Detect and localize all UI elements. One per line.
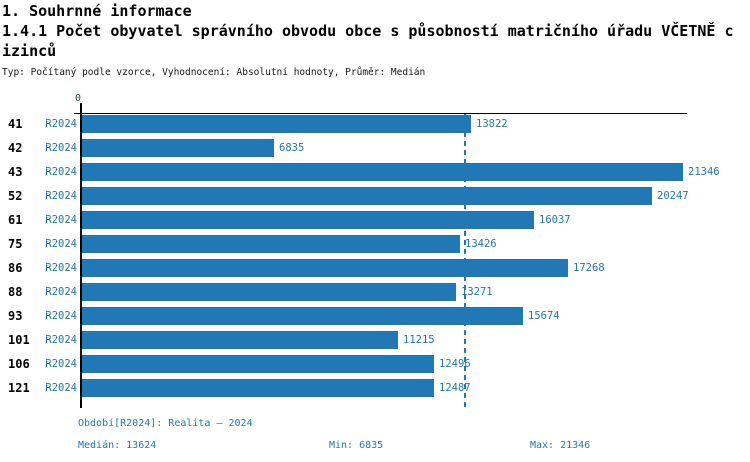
bar-value-label: 13271 <box>461 286 493 298</box>
bar <box>82 355 434 373</box>
category-label: 101 <box>8 333 30 347</box>
chart-row: 43 R2024 21346 <box>0 163 750 181</box>
category-label: 106 <box>8 357 30 371</box>
category-label: 93 <box>8 309 23 323</box>
x-axis-zero-tick-label: 0 <box>75 93 82 104</box>
series-label: R2024 <box>45 166 77 178</box>
chart-subtitle: Typ: Počítaný podle vzorce, Vyhodnocení:… <box>2 67 426 78</box>
y-axis-line <box>80 103 82 408</box>
series-label: R2024 <box>45 214 77 226</box>
bar-value-label: 21346 <box>688 166 720 178</box>
series-label: R2024 <box>45 262 77 274</box>
bar <box>82 211 534 229</box>
min-stat-label: Min: 6835 <box>329 440 384 451</box>
bar <box>82 283 456 301</box>
series-label: R2024 <box>45 286 77 298</box>
series-label: R2024 <box>45 190 77 202</box>
category-label: 121 <box>8 381 30 395</box>
bar <box>82 235 460 253</box>
chart-row: 61 R2024 16037 <box>0 211 750 229</box>
chart-title-line1: 1.4.1 Počet obyvatel správního obvodu ob… <box>2 22 734 40</box>
bar-value-label: 13822 <box>476 118 508 130</box>
category-label: 42 <box>8 141 23 155</box>
chart-row: 88 R2024 13271 <box>0 283 750 301</box>
series-label: R2024 <box>45 334 77 346</box>
chart-row: 101 R2024 11215 <box>0 331 750 349</box>
section-title: 1. Souhrnné informace <box>2 2 192 20</box>
category-label: 61 <box>8 213 23 227</box>
bar-value-label: 6835 <box>279 142 305 154</box>
category-label: 88 <box>8 285 23 299</box>
chart-row: 93 R2024 15674 <box>0 307 750 325</box>
bar <box>82 187 652 205</box>
chart-row: 106 R2024 12496 <box>0 355 750 373</box>
bar-value-label: 20247 <box>657 190 689 202</box>
bar-value-label: 13426 <box>465 238 497 250</box>
bar-value-label: 16037 <box>539 214 571 226</box>
bar <box>82 115 471 133</box>
period-label: Období[R2024]: Realita – 2024 <box>78 418 253 429</box>
bar <box>82 379 434 397</box>
series-label: R2024 <box>45 358 77 370</box>
bar-chart: 41 R2024 13822 42 R2024 6835 43 R2024 21346 52 R20… <box>0 115 750 403</box>
bar-value-label: 15674 <box>528 310 560 322</box>
category-label: 52 <box>8 189 23 203</box>
chart-row: 41 R2024 13822 <box>0 115 750 133</box>
chart-row: 86 R2024 17268 <box>0 259 750 277</box>
chart-row: 52 R2024 20247 <box>0 187 750 205</box>
bar <box>82 259 568 277</box>
chart-row: 42 R2024 6835 <box>0 139 750 157</box>
bar <box>82 139 274 157</box>
series-label: R2024 <box>45 142 77 154</box>
bar <box>82 331 398 349</box>
bar-value-label: 12487 <box>439 382 471 394</box>
chart-row: 75 R2024 13426 <box>0 235 750 253</box>
max-stat-label: Max: 21346 <box>530 440 591 451</box>
chart-title-line2: izinců <box>2 42 57 60</box>
category-label: 75 <box>8 237 23 251</box>
bar <box>82 307 523 325</box>
bar <box>82 163 683 181</box>
category-label: 43 <box>8 165 23 179</box>
bar-value-label: 11215 <box>403 334 435 346</box>
category-label: 86 <box>8 261 23 275</box>
series-label: R2024 <box>45 310 77 322</box>
chart-row: 121 R2024 12487 <box>0 379 750 397</box>
bar-value-label: 17268 <box>573 262 605 274</box>
series-label: R2024 <box>45 382 77 394</box>
bar-value-label: 12496 <box>439 358 471 370</box>
series-label: R2024 <box>45 238 77 250</box>
series-label: R2024 <box>45 118 77 130</box>
x-axis-line <box>74 113 687 114</box>
median-stat-label: Medián: 13624 <box>78 440 157 451</box>
category-label: 41 <box>8 117 23 131</box>
